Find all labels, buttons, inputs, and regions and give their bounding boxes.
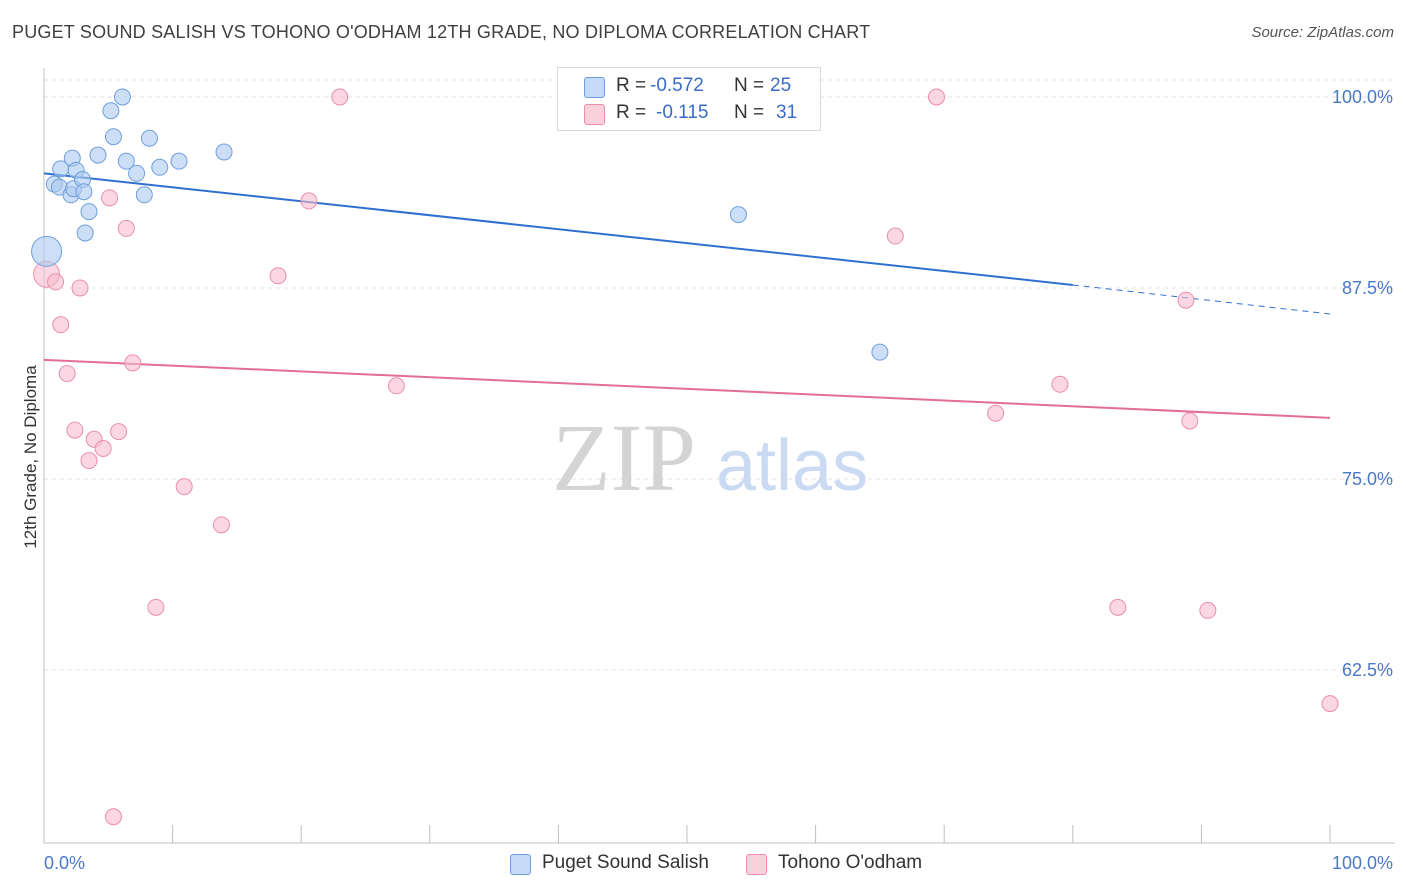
legend-swatch-blue — [584, 77, 605, 98]
trend-lines — [43, 172, 1331, 419]
point-tohono — [94, 439, 112, 457]
point-tohono — [104, 808, 122, 826]
point-tohono — [300, 192, 318, 210]
point-tohono — [175, 478, 193, 496]
bottom-legend-swatch-blue — [510, 854, 531, 875]
legend-n-label: N = — [734, 102, 765, 123]
x-tick-label: 0.0% — [44, 853, 85, 873]
y-tick-label: 87.5% — [1342, 278, 1393, 298]
point-puget — [75, 183, 93, 201]
point-tohono — [80, 452, 98, 470]
point-puget — [140, 129, 158, 147]
y-axis-title: 12th Grade, No Diploma — [21, 365, 40, 549]
point-puget — [80, 203, 98, 221]
point-puget — [151, 158, 169, 176]
legend-n-label: N = — [734, 75, 765, 96]
point-tohono — [101, 189, 119, 207]
point-tohono — [212, 516, 230, 534]
legend-r-value: -0.572 — [650, 75, 704, 96]
point-tohono — [66, 421, 84, 439]
bottom-legend-swatch-pink — [746, 854, 767, 875]
point-puget — [104, 128, 122, 146]
x-tick-labels: 0.0% 100.0% — [44, 853, 1393, 873]
gridlines — [44, 79, 1395, 671]
legend-r-value: -0.115 — [656, 102, 709, 123]
bottom-legend-label: Tohono O'odham — [778, 852, 923, 873]
data-points — [31, 88, 1339, 826]
legend-r-label: R = — [616, 75, 647, 96]
bottom-legend-label: Puget Sound Salish — [542, 852, 709, 873]
legend-row-puget: R = -0.572 N = 25 — [558, 75, 820, 101]
point-puget — [102, 102, 120, 120]
point-puget — [135, 186, 153, 204]
point-puget — [113, 88, 131, 106]
point-tohono — [927, 88, 945, 106]
point-tohono — [1109, 598, 1127, 616]
watermark-zip: ZIP — [552, 404, 696, 511]
y-tick-label: 100.0% — [1332, 87, 1393, 107]
point-tohono — [987, 404, 1005, 422]
point-puget — [871, 343, 889, 361]
point-tohono — [117, 219, 135, 237]
point-puget — [128, 164, 146, 182]
point-puget — [170, 152, 188, 170]
y-tick-label: 62.5% — [1342, 660, 1393, 680]
point-tohono — [1177, 291, 1195, 309]
legend-swatch-pink — [584, 104, 605, 125]
point-tohono — [269, 267, 287, 285]
watermark-atlas: atlas — [716, 426, 868, 506]
point-tohono — [1321, 695, 1339, 713]
point-puget — [729, 206, 747, 224]
point-puget — [117, 152, 135, 170]
point-tohono — [58, 365, 76, 383]
point-tohono — [1051, 375, 1069, 393]
point-tohono — [124, 354, 142, 372]
point-puget — [76, 224, 94, 242]
point-puget — [31, 235, 63, 267]
point-puget — [89, 146, 107, 164]
point-tohono — [387, 377, 405, 395]
source-label: Source: ZipAtlas.com — [1251, 24, 1394, 41]
point-tohono — [331, 88, 349, 106]
x-tick-label: 100.0% — [1332, 853, 1393, 873]
point-tohono — [886, 227, 904, 245]
legend-n-value: 25 — [770, 75, 792, 96]
legend-n-value: 31 — [776, 102, 798, 123]
point-tohono — [147, 598, 165, 616]
trend-line-puget — [43, 172, 1073, 286]
trend-line-tohono — [43, 358, 1331, 419]
point-tohono — [52, 316, 70, 334]
legend-row-tohono: R = -0.115 N = 31 — [558, 102, 820, 128]
point-tohono — [1199, 601, 1217, 619]
point-puget — [215, 143, 233, 161]
y-tick-labels: 100.0% 87.5% 75.0% 62.5% — [1332, 87, 1393, 680]
y-tick-label: 75.0% — [1342, 469, 1393, 489]
axes — [43, 68, 1395, 844]
legend-r-label: R = — [616, 102, 647, 123]
point-tohono — [71, 279, 89, 297]
point-tohono — [110, 423, 128, 441]
chart-title: PUGET SOUND SALISH VS TOHONO O'ODHAM 12T… — [12, 22, 871, 42]
point-tohono — [1181, 412, 1199, 430]
trend-line-puget-extension — [1072, 284, 1331, 315]
stats-legend: R = -0.572 N = 25 R = -0.115 N = 31 — [557, 67, 821, 131]
point-tohono — [47, 273, 65, 291]
